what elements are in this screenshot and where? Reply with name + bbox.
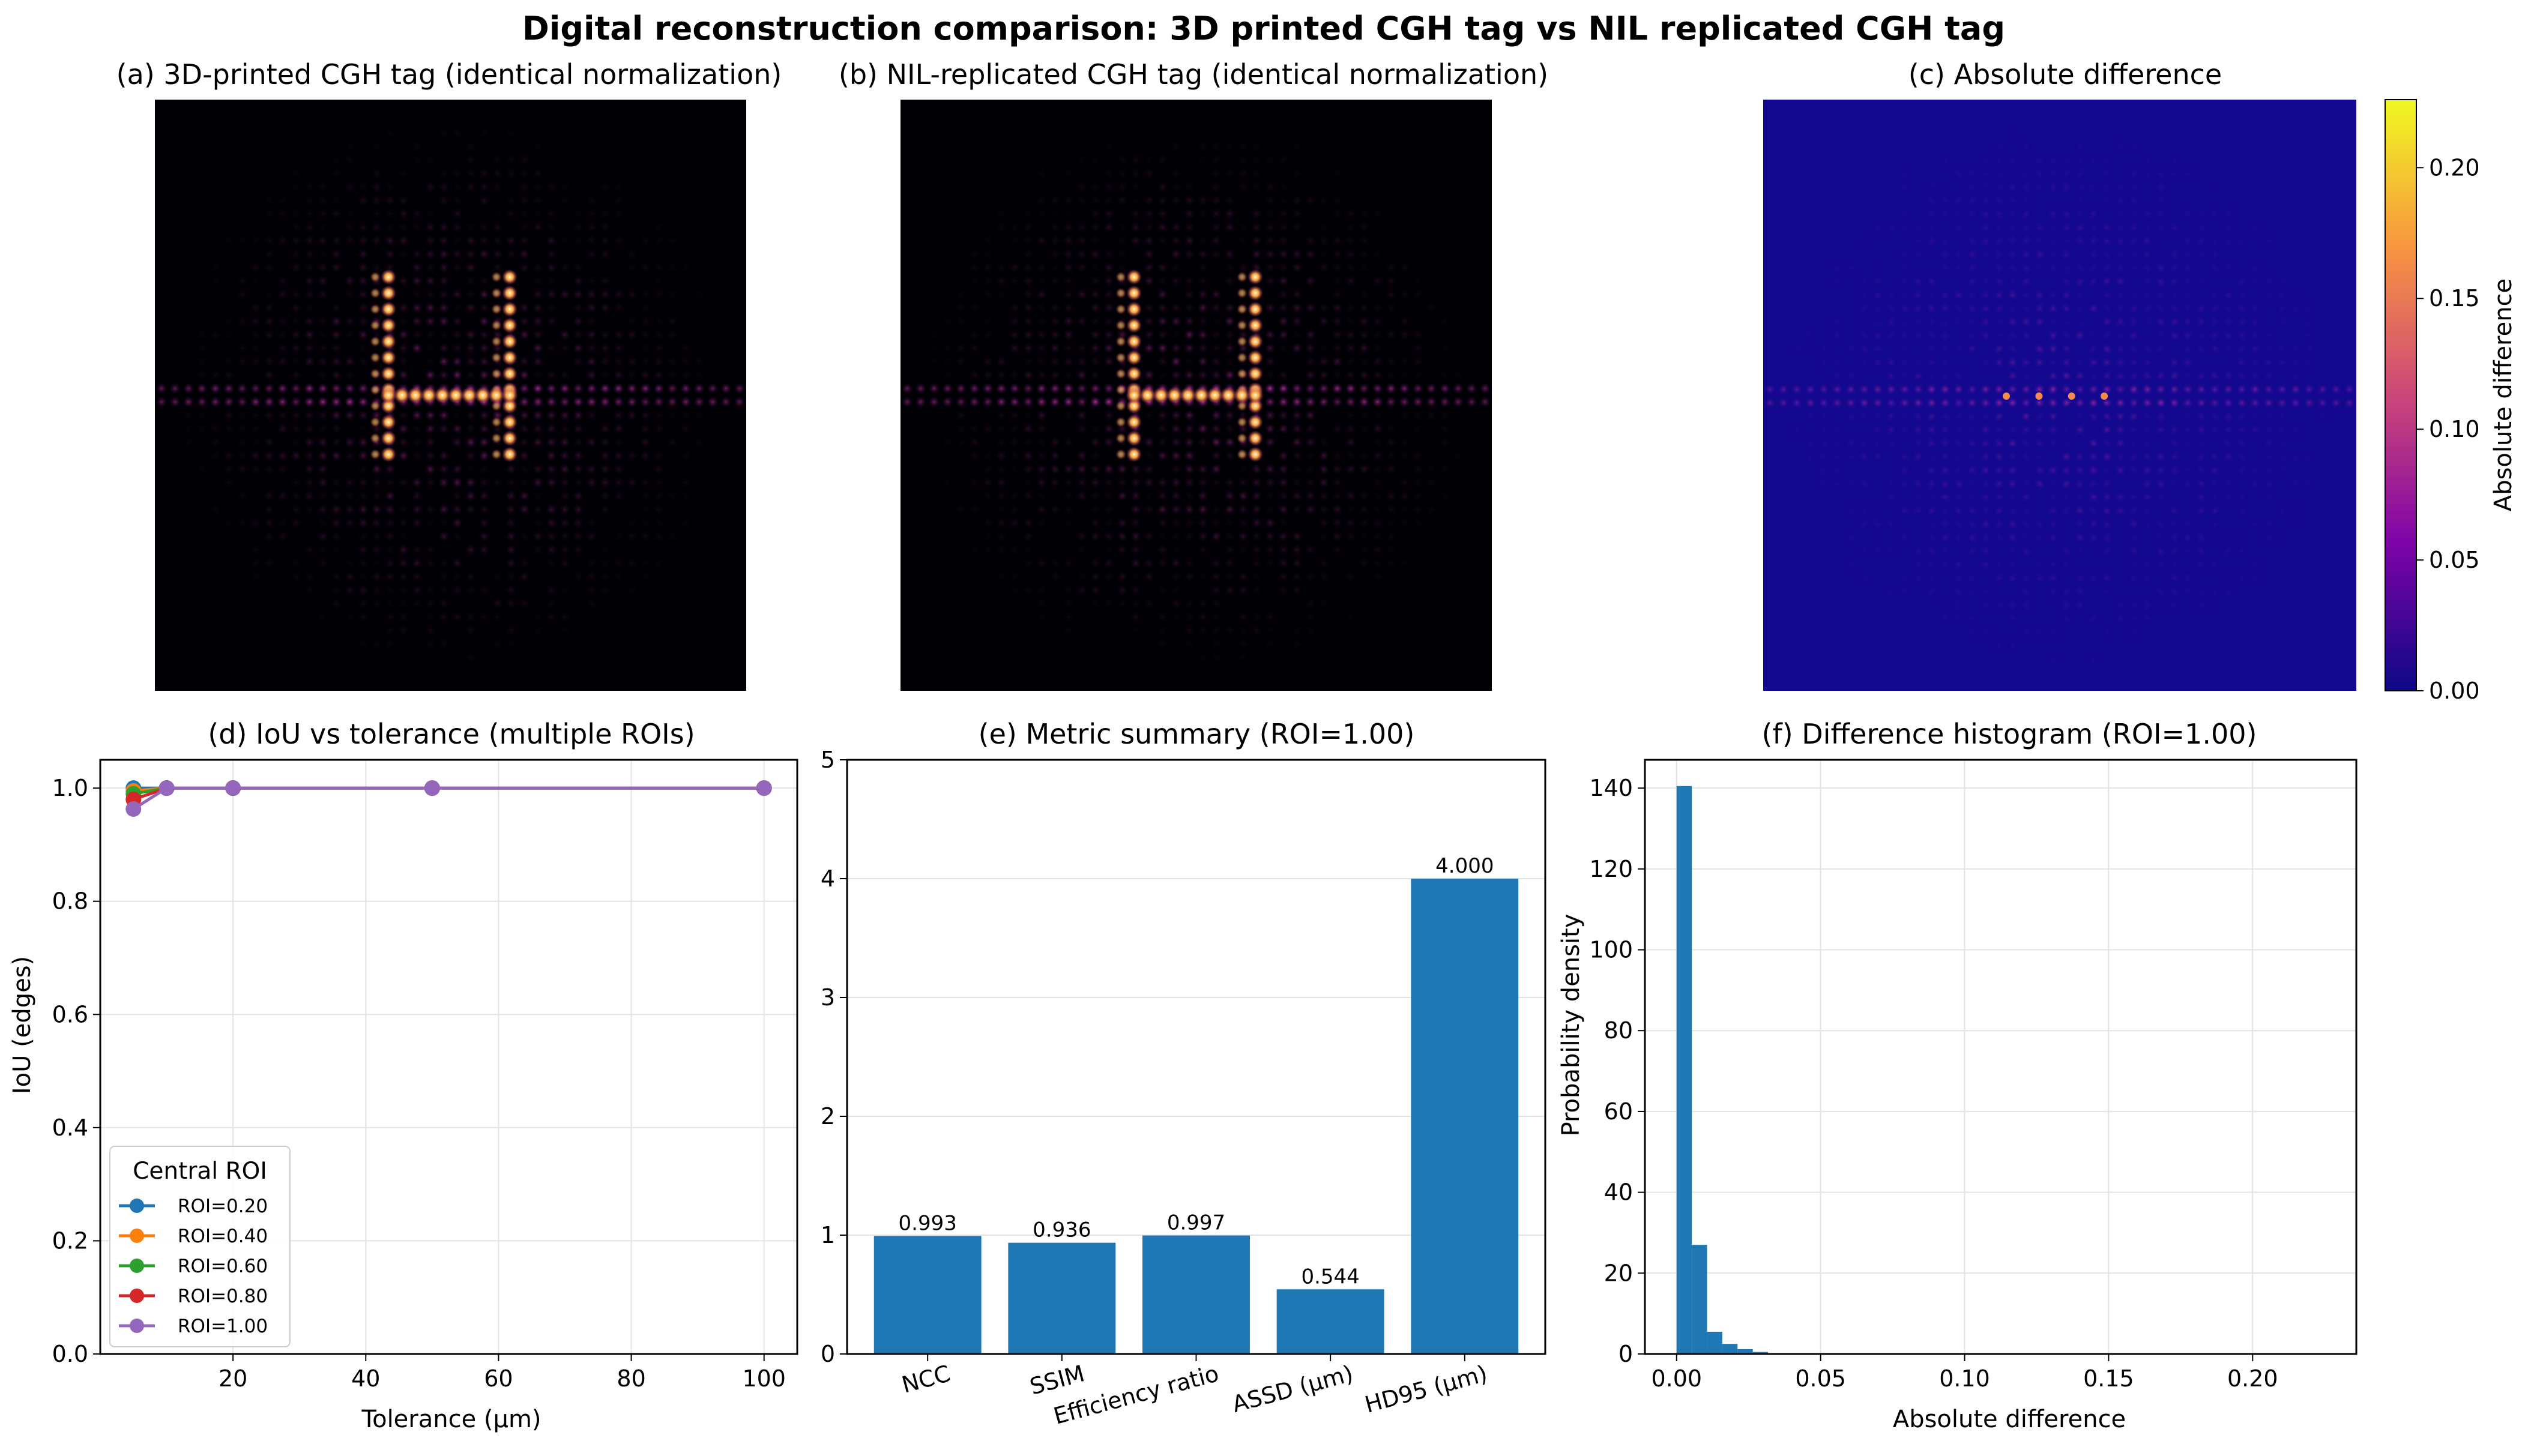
y-tick-label: 5 <box>821 747 835 773</box>
panel-e-title: (e) Metric summary (ROI=1.00) <box>979 718 1415 750</box>
legend-marker <box>130 1289 144 1303</box>
axes-frame <box>1644 759 2358 1355</box>
bar-value-label: 4.000 <box>1435 854 1494 878</box>
legend-label: ROI=0.40 <box>178 1226 268 1247</box>
panel-f-ylabel: Probability density <box>1557 914 1585 1137</box>
x-tick-label: NCC <box>899 1360 953 1398</box>
bar-NCC <box>873 1236 982 1354</box>
panel-d-title: (d) IoU vs tolerance (multiple ROIs) <box>208 718 695 750</box>
x-tick-label: ASSD (µm) <box>1229 1360 1356 1418</box>
panel-d-ylabel: IoU (edges) <box>8 956 36 1094</box>
y-tick-label: 0.2 <box>52 1227 88 1254</box>
y-tick-label: 120 <box>1589 856 1633 882</box>
x-tick-label: 0.00 <box>1651 1365 1702 1392</box>
y-tick-label: 0.0 <box>52 1341 88 1367</box>
y-tick-label: 0.6 <box>52 1001 88 1027</box>
x-tick-label: 0.05 <box>1795 1365 1846 1392</box>
panel-b-image <box>900 100 1492 691</box>
bar-value-label: 0.993 <box>899 1211 957 1235</box>
figure-title: Digital reconstruction comparison: 3D pr… <box>522 10 2005 47</box>
x-tick-label: 20 <box>219 1365 247 1392</box>
y-tick-label: 4 <box>821 865 835 892</box>
panel-d-xlabel: Tolerance (µm) <box>361 1406 541 1433</box>
y-tick-label: 1 <box>821 1222 835 1248</box>
data-point <box>424 780 440 796</box>
panel-a-image <box>155 100 746 691</box>
data-point <box>756 780 772 796</box>
colorbar-tick-label: 0.05 <box>2429 547 2480 573</box>
data-point <box>125 801 142 817</box>
colorbar-tick-label: 0.15 <box>2429 285 2480 311</box>
legend: Central ROI ROI=0.20 ROI=0.40 ROI=0.60 ROI=… <box>109 1146 291 1347</box>
bar-Efficiency ratio <box>1142 1235 1250 1354</box>
y-tick-label: 40 <box>1604 1179 1633 1206</box>
legend-marker <box>130 1199 144 1213</box>
legend-marker <box>130 1229 144 1243</box>
y-tick-label: 0.8 <box>52 888 88 915</box>
panel-f-plot: 0.00 0.05 0.10 0.15 0.20 0 20 40 60 80 100 120 140 <box>1589 759 2358 1392</box>
legend-label: ROI=0.80 <box>178 1286 268 1307</box>
x-tick-label: SSIM <box>1027 1360 1087 1400</box>
axes-frame <box>99 759 798 1355</box>
panel-b-title: (b) NIL-replicated CGH tag (identical no… <box>839 58 1548 91</box>
x-tick-label: 0.15 <box>2083 1365 2134 1392</box>
bar-SSIM <box>1008 1242 1116 1354</box>
colorbar-tick-label: 0.20 <box>2429 154 2480 181</box>
panel-f-title: (f) Difference histogram (ROI=1.00) <box>1762 718 2257 750</box>
histogram-bin <box>1676 786 1692 1354</box>
y-tick-label: 1.0 <box>52 775 88 801</box>
colorbar-tick-label: 0.10 <box>2429 416 2480 442</box>
colorbar-tick-label: 0.00 <box>2429 678 2480 704</box>
panel-c-title: (c) Absolute difference <box>1908 58 2222 91</box>
y-tick-label: 80 <box>1604 1017 1633 1044</box>
bar-ASSD (µm) <box>1276 1289 1384 1354</box>
x-tick-label: 60 <box>484 1365 513 1392</box>
legend-label: ROI=0.60 <box>178 1256 268 1277</box>
panel-c-image <box>1763 100 2356 691</box>
x-tick-label: HD95 (µm) <box>1362 1360 1490 1418</box>
y-tick-label: 0.4 <box>52 1115 88 1141</box>
legend-marker <box>130 1319 144 1333</box>
panel-d-plot: 20 40 60 80 100 0.0 0.2 0.4 0.6 0.8 1.0 <box>52 759 798 1392</box>
bar-value-label: 0.544 <box>1301 1265 1359 1289</box>
histogram-bin <box>1752 1352 1769 1354</box>
x-tick-label: 40 <box>351 1365 380 1392</box>
y-tick-label: 140 <box>1589 775 1633 801</box>
bar-value-label: 0.997 <box>1167 1211 1225 1235</box>
panel-a-title: (a) 3D-printed CGH tag (identical normal… <box>116 58 782 91</box>
legend-label: ROI=0.20 <box>178 1196 268 1217</box>
x-tick-label: 80 <box>617 1365 645 1392</box>
y-tick-label: 2 <box>821 1103 835 1130</box>
x-tick-label: 0.20 <box>2227 1365 2278 1392</box>
x-tick-label: 0.10 <box>1939 1365 1990 1392</box>
legend-label: ROI=1.00 <box>178 1316 268 1337</box>
colorbar: 0.00 0.05 0.10 0.15 0.20 Absolute difference <box>2385 99 2517 704</box>
bar-value-label: 0.936 <box>1033 1218 1091 1242</box>
histogram-bin <box>1737 1349 1753 1354</box>
data-point <box>158 780 175 796</box>
y-tick-label: 20 <box>1604 1260 1633 1286</box>
legend-marker <box>130 1259 144 1273</box>
bar-HD95 (µm) <box>1411 879 1519 1354</box>
y-tick-label: 0 <box>821 1341 835 1367</box>
legend-title: Central ROI <box>133 1158 267 1185</box>
panel-f-xlabel: Absolute difference <box>1893 1406 2126 1433</box>
y-tick-label: 60 <box>1604 1098 1633 1125</box>
y-tick-label: 3 <box>821 984 835 1011</box>
y-tick-label: 0 <box>1618 1341 1633 1367</box>
x-tick-label: 100 <box>742 1365 786 1392</box>
colorbar-label: Absolute difference <box>2490 278 2517 511</box>
histogram-bin <box>1722 1344 1738 1354</box>
data-point <box>225 780 241 796</box>
histogram-bin <box>1707 1331 1722 1354</box>
axes-frame <box>846 759 1546 1355</box>
y-tick-label: 100 <box>1589 937 1633 963</box>
histogram-bin <box>1692 1245 1707 1354</box>
